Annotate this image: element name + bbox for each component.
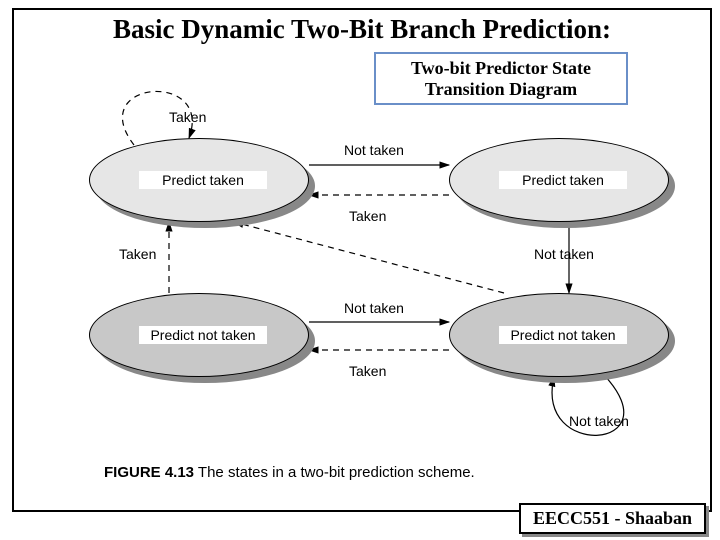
state-node-label: Predict taken xyxy=(139,171,267,189)
subtitle-line2: Transition Diagram xyxy=(386,79,616,100)
transition-label: Taken xyxy=(169,109,206,125)
transition-label: Not taken xyxy=(344,142,404,158)
caption-bold: FIGURE 4.13 xyxy=(104,464,194,481)
subtitle-box: Two-bit Predictor State Transition Diagr… xyxy=(374,52,628,105)
transition-edge xyxy=(234,222,504,293)
caption-rest: The states in a two-bit prediction schem… xyxy=(194,464,475,481)
transition-label: Taken xyxy=(349,208,386,224)
transition-label: Not taken xyxy=(344,300,404,316)
page-title: Basic Dynamic Two-Bit Branch Prediction: xyxy=(14,14,710,45)
subtitle-line1: Two-bit Predictor State xyxy=(386,58,616,79)
transition-label: Taken xyxy=(349,363,386,379)
state-node-label: Predict taken xyxy=(499,171,627,189)
state-node-label: Predict not taken xyxy=(139,326,267,344)
transition-label: Not taken xyxy=(569,413,629,429)
transition-label: Taken xyxy=(119,246,156,262)
diagram-frame: Basic Dynamic Two-Bit Branch Prediction:… xyxy=(12,8,712,512)
figure-caption: FIGURE 4.13 The states in a two-bit pred… xyxy=(104,464,475,481)
footer-credit: EECC551 - Shaaban xyxy=(519,503,706,534)
state-node-label: Predict not taken xyxy=(499,326,627,344)
transition-label: Not taken xyxy=(534,246,594,262)
